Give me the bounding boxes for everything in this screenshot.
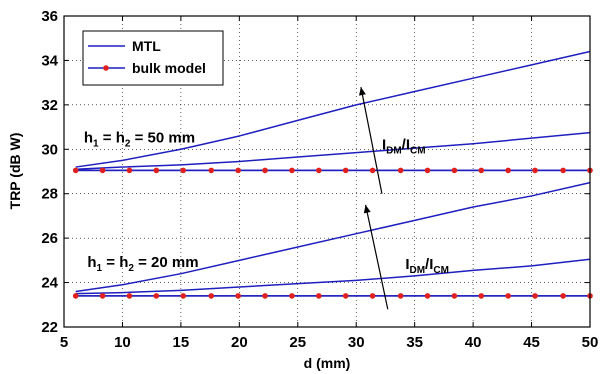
series-marker — [397, 167, 404, 174]
y-tick-label: 30 — [41, 141, 58, 158]
series-line-1 — [75, 131, 591, 171]
annotation-group: h1 = h2 = 50 mm h1 = h2 = 20 mm IDM/ICM IDM… — [84, 130, 449, 277]
annotation-label-1: h1 = h2 = 20 mm — [87, 254, 198, 274]
series-marker — [72, 293, 79, 299]
series-marker — [369, 167, 376, 174]
series-group — [72, 50, 593, 299]
series-marker — [424, 167, 431, 174]
y-tick-label: 34 — [41, 52, 58, 69]
series-line-0 — [75, 50, 591, 168]
annotation-label-0: h1 = h2 = 50 mm — [84, 130, 195, 150]
series-marker — [532, 167, 538, 174]
series-marker — [369, 293, 376, 299]
x-tick-label: 50 — [582, 334, 599, 351]
legend: MTL bulk model — [82, 30, 224, 86]
series-marker — [235, 293, 241, 299]
y-tick-label: 28 — [41, 186, 58, 203]
annotation-label-2: IDM/ICM — [382, 136, 426, 156]
series-marker — [153, 293, 160, 299]
series-marker — [478, 293, 485, 299]
x-tick-label: 40 — [465, 334, 482, 351]
y-tick-label: 32 — [41, 97, 58, 114]
series-marker — [424, 293, 431, 299]
series-marker — [342, 167, 349, 174]
series-marker — [289, 293, 295, 299]
series-marker — [99, 293, 106, 299]
x-axis-label: d (mm) — [304, 355, 351, 371]
x-tick-label: 35 — [406, 334, 423, 351]
series-marker — [505, 167, 511, 174]
x-tick-label: 30 — [348, 334, 365, 351]
series-marker — [289, 167, 295, 174]
series-marker — [316, 293, 322, 299]
series-marker — [478, 167, 485, 174]
series-marker — [72, 167, 79, 174]
series-marker — [505, 293, 511, 299]
x-tick-label: 10 — [114, 334, 131, 351]
x-tick-label: 45 — [523, 334, 540, 351]
series-marker — [126, 293, 133, 299]
series-marker — [126, 167, 133, 174]
series-marker — [208, 293, 215, 299]
series-marker — [262, 293, 268, 299]
x-tick-label: 20 — [231, 334, 248, 351]
arrow-group — [359, 86, 389, 310]
series-marker — [397, 293, 404, 299]
legend-bulk-label: bulk model — [132, 60, 206, 76]
series-marker — [235, 167, 241, 174]
y-tick-label: 24 — [41, 275, 58, 292]
legend-mtl-label: MTL — [132, 38, 161, 54]
x-tick-label: 15 — [173, 334, 190, 351]
y-axis-label: TRP (dB W) — [7, 133, 23, 210]
series-marker — [316, 167, 322, 174]
y-tick-label: 36 — [41, 8, 58, 25]
series-marker — [99, 167, 106, 174]
arrow-head — [363, 204, 371, 214]
series-marker — [560, 293, 566, 299]
series-marker — [153, 167, 160, 174]
series-marker — [532, 293, 538, 299]
series-marker — [451, 293, 458, 299]
tick-group: 5 10 15 20 25 30 35 40 45 50 22 24 26 28 30 32 34 36 — [41, 8, 598, 351]
y-tick-label: 26 — [41, 230, 58, 247]
annotation-arrow — [360, 86, 383, 194]
series-marker — [262, 167, 268, 174]
plot-frame — [63, 15, 591, 328]
series-marker — [451, 167, 458, 174]
annotation-arrow — [364, 204, 389, 310]
y-tick-label: 22 — [41, 319, 58, 336]
annotation-label-3: IDM/ICM — [405, 256, 449, 276]
x-tick-label: 25 — [289, 334, 306, 351]
series-marker — [342, 293, 349, 299]
series-marker — [180, 167, 187, 174]
arrow-head — [359, 87, 366, 96]
series-marker — [560, 167, 566, 174]
series-line-5 — [75, 258, 591, 295]
legend-bulk-marker — [103, 65, 109, 71]
series-marker — [180, 293, 187, 299]
x-tick-label: 5 — [60, 334, 68, 351]
series-line-4 — [75, 181, 591, 293]
series-marker — [208, 167, 215, 174]
legend-box — [82, 30, 224, 86]
